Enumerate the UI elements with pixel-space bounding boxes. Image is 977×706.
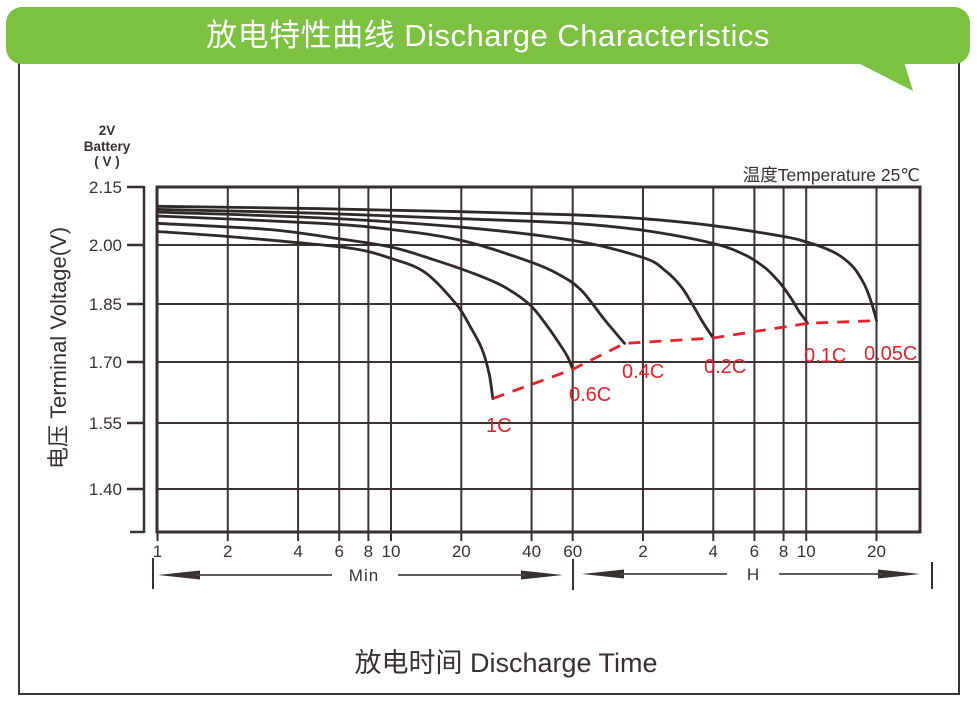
y-axis-unit-block: 2V Battery ( V ) [68,123,146,170]
x-tick-label-hour: 6 [750,542,759,561]
x-tick-label-min: 1 [153,542,162,561]
page-title: 放电特性曲线 Discharge Characteristics [206,18,770,53]
curve-1C [156,230,495,400]
plot-border [155,185,922,534]
series-label-1C: 1C [486,415,512,437]
range-label-h: H [747,565,759,584]
y-tick-label: 2.00 [89,236,122,255]
y-tick-label: 1.70 [89,353,122,372]
x-tick-label-min: 60 [563,542,582,561]
series-label-0.05C: 0.05C [864,343,917,365]
arrowhead [878,569,920,579]
curve-0.05C [156,204,878,322]
x-tick-label-hour: 8 [779,542,788,561]
x-axis-title: 放电时间 Discharge Time [354,648,658,678]
range-label-min: Min [349,566,379,585]
y-axis-title: 电压 Terminal Voltage(V) [46,226,71,470]
series-label-0.1C: 0.1C [804,345,846,367]
x-tick-label-hour: 10 [797,542,816,561]
title-banner: 放电特性曲线 Discharge Characteristics [6,7,970,64]
cutoff-dashed-line [492,319,877,400]
unit-line-1: 2V [98,123,116,138]
curve-0.1C [156,208,809,325]
temperature-annotation: 温度Temperature 25℃ [742,165,920,185]
arrowhead [582,569,624,579]
curve-0.6C [156,221,575,371]
x-tick-label-min: 40 [522,542,541,561]
unit-line-3: ( V ) [94,154,120,169]
banner-tail [856,62,913,91]
curve-0.2C [156,210,715,340]
x-tick-label-hour: 2 [638,542,647,561]
y-tick-label: 1.40 [89,480,122,499]
unit-line-2: Battery [83,138,131,154]
curve-0.4C [156,214,626,345]
x-tick-label-hour: 4 [709,542,718,561]
x-tick-label-hour: 20 [867,542,886,561]
arrowhead [521,570,563,580]
x-tick-label-min: 8 [364,542,373,561]
y-tick-label: 1.55 [89,414,122,433]
series-label-0.4C: 0.4C [622,361,664,383]
x-tick-label-min: 20 [452,542,471,561]
y-tick-label: 1.85 [89,295,122,314]
y-tick-label: 2.15 [89,178,122,197]
x-tick-label-min: 6 [334,542,343,561]
x-tick-label-min: 10 [382,542,401,561]
x-tick-label-min: 4 [293,542,302,561]
x-tick-label-min: 2 [223,542,232,561]
series-label-0.2C: 0.2C [704,356,746,378]
series-label-0.6C: 0.6C [569,384,611,406]
arrowhead [158,570,200,580]
